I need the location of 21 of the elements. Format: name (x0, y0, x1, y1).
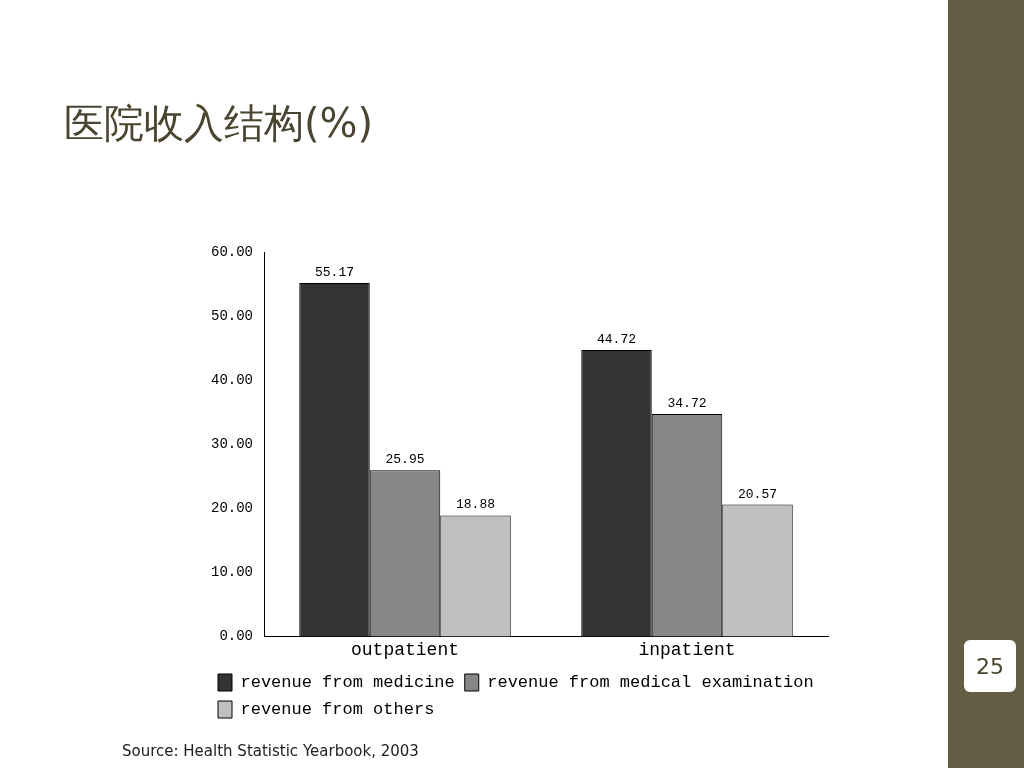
legend-label: revenue from others (240, 700, 435, 719)
data-label: 20.57 (737, 486, 778, 502)
x-tick-label: inpatient (638, 639, 736, 660)
y-tick-label: 10.00 (210, 564, 254, 581)
text: 25 (962, 638, 1018, 694)
y-tick-label: 30.00 (210, 435, 254, 452)
y-tick-label: 20.00 (210, 499, 254, 516)
data-label: 18.88 (456, 497, 496, 513)
y-tick-label: 0.00 (219, 628, 254, 645)
data-label: 25.95 (385, 452, 425, 468)
x-tick-label: outpatient (350, 639, 460, 660)
legend-label: revenue from medicine (240, 673, 455, 692)
legend-label: revenue from medical examination (487, 673, 814, 692)
y-tick-label: 50.00 (210, 307, 254, 324)
data-label: 44.72 (596, 331, 637, 347)
data-label: 55.17 (315, 264, 355, 280)
y-tick-label: 40.00 (210, 371, 254, 388)
data-label: 34.72 (667, 395, 707, 411)
y-tick-label: 60.00 (210, 243, 254, 260)
source-note: Source: Health Statistic Yearbook, 2003 (122, 742, 419, 760)
chart-title: 医院收入结构(%) (64, 99, 374, 148)
